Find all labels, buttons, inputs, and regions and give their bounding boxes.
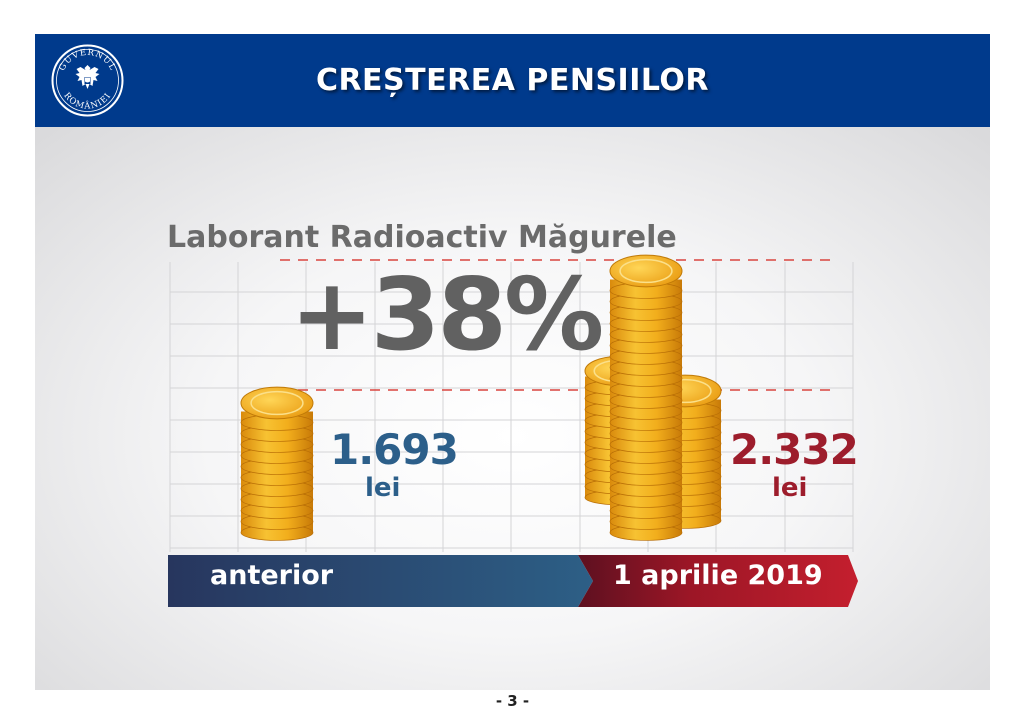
timeline-label-after: 1 aprilie 2019 [613,560,823,591]
header-bar: GUVERNUL ROMÂNIEI CREȘTEREA PENSIILOR [35,34,990,127]
increase-percentage: +38% [290,256,604,373]
new-pension-unit: lei [772,473,808,503]
timeline-segment-before [168,555,593,607]
timeline-bar [168,555,858,607]
infographic-panel: Laborant Radioactiv Măgurele +38% 1.693 … [35,127,990,690]
timeline-segment-after [578,555,858,607]
timeline-label-before: anterior [210,560,334,591]
page-title: CREȘTEREA PENSIILOR [315,63,710,98]
coin-stack-icon [240,254,722,541]
page-number: - 3 - [495,692,530,710]
job-title: Laborant Radioactiv Măgurele [167,220,677,255]
coin-stack-after-center [609,254,683,541]
previous-pension-unit: lei [365,473,401,503]
new-pension-value: 2.332 [730,425,859,474]
coin-stack-before [240,386,314,541]
previous-pension-value: 1.693 [330,425,459,474]
government-seal-icon: GUVERNUL ROMÂNIEI [51,44,124,117]
